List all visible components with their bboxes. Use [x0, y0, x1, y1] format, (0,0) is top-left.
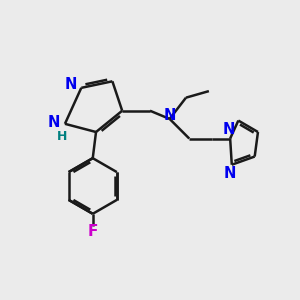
Text: N: N — [164, 108, 176, 123]
Text: N: N — [222, 122, 235, 137]
Text: H: H — [56, 130, 67, 143]
Text: N: N — [224, 167, 236, 182]
Text: N: N — [47, 115, 60, 130]
Text: N: N — [64, 77, 77, 92]
Text: F: F — [88, 224, 98, 239]
